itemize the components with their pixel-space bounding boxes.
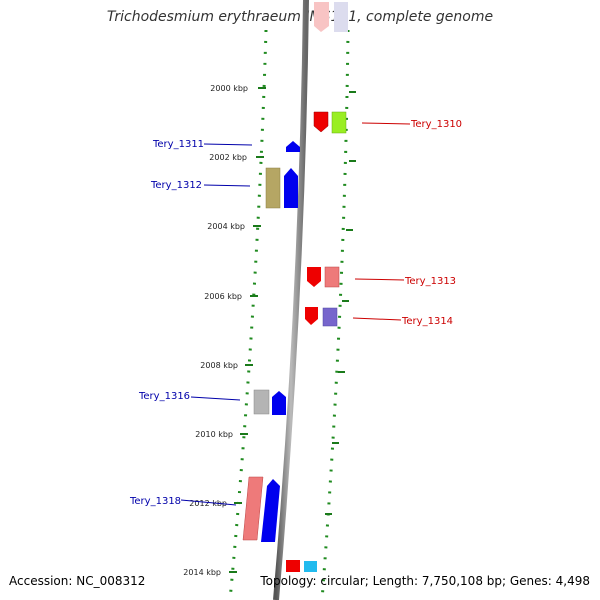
tick-label-2002: 2002 kbp	[209, 153, 247, 162]
gene-tery-1314-red[interactable]	[305, 307, 318, 325]
accession-text: Accession: NC_008312	[9, 574, 146, 588]
genome-axis	[273, 0, 309, 600]
tery-1310-leader	[361, 122, 411, 125]
tery-1314-leader	[352, 317, 402, 321]
right-tick-marks	[325, 91, 356, 515]
gene-tery-1313-red[interactable]	[307, 267, 321, 287]
gene-tery-1318-blue[interactable]	[261, 479, 280, 542]
gene-label-tery-1314[interactable]: Tery_1314	[401, 316, 453, 327]
gene-tery-1310-red[interactable]	[313, 111, 329, 133]
tery-1313-leader	[354, 278, 405, 281]
gene-label-tery-1311[interactable]: Tery_1311	[152, 139, 204, 150]
gene-tery-1318-pink[interactable]	[242, 476, 264, 541]
left-tick-marks	[229, 87, 266, 573]
tick-label-2000: 2000 kbp	[210, 84, 248, 93]
gene-bottom-red[interactable]	[286, 560, 300, 572]
genome-title: Trichodesmium erythraeum IMS101, complet…	[106, 9, 494, 25]
tery-1318-leader	[180, 499, 237, 506]
gene-label-tery-1318[interactable]: Tery_1318	[129, 496, 181, 507]
tick-label-2006: 2006 kbp	[204, 292, 242, 301]
tery-1312-leader	[203, 184, 251, 187]
gene-tery-1316-blue[interactable]	[272, 391, 286, 415]
gene-label-tery-1310[interactable]: Tery_1310	[410, 119, 462, 130]
tick-label-2014: 2014 kbp	[183, 568, 221, 577]
tery-1316-leader	[190, 396, 241, 401]
gene-tery-1314-purple[interactable]	[322, 307, 338, 327]
gene-tery-1313-pink[interactable]	[324, 266, 340, 288]
gene-label-tery-1313[interactable]: Tery_1313	[404, 276, 456, 287]
gene-tery-1316-grey[interactable]	[253, 389, 270, 415]
gene-bottom-cyan[interactable]	[304, 561, 317, 572]
gene-tery-1310-green[interactable]	[331, 111, 347, 134]
tick-label-2004: 2004 kbp	[207, 222, 245, 231]
gene-tery-1312-olive[interactable]	[265, 167, 281, 209]
gene-label-tery-1312[interactable]: Tery_1312	[150, 180, 202, 191]
gene-tery-1312-blue[interactable]	[284, 168, 298, 208]
topology-text: Topology: circular; Length: 7,750,108 bp…	[260, 574, 590, 588]
tick-label-2012: 2012 kbp	[189, 499, 227, 508]
gene-top-faded-red[interactable]	[314, 2, 329, 32]
tick-label-2010: 2010 kbp	[195, 430, 233, 439]
gene-tery-1311-blue[interactable]	[286, 141, 300, 152]
gene-label-tery-1316[interactable]: Tery_1316	[138, 391, 190, 402]
tick-label-2008: 2008 kbp	[200, 361, 238, 370]
tery-1311-leader	[203, 143, 253, 146]
gene-top-faded-lavender[interactable]	[334, 2, 348, 32]
